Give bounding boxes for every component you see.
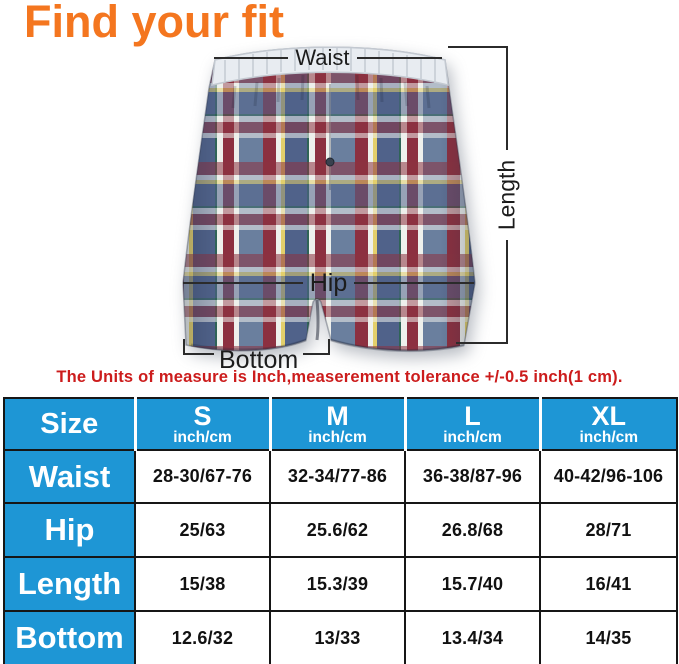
bottom-l-value: 13.4/34 <box>404 610 541 664</box>
units-note: The Units of measure is Inch,measerement… <box>56 368 623 386</box>
waist-l-value: 36-38/87-96 <box>404 449 541 504</box>
length-tick-top <box>448 46 508 48</box>
bottom-bracket-left <box>183 339 214 355</box>
bottom-xl-value: 14/35 <box>539 610 678 664</box>
row-label-bottom: Bottom <box>3 610 136 664</box>
length-line-upper <box>506 46 508 150</box>
bottom-label: Bottom <box>219 346 299 374</box>
fabric-gathers <box>231 74 431 109</box>
waist-label: Waist <box>295 45 350 70</box>
size-letter-xl: XL <box>591 400 626 431</box>
waist-s-value: 28-30/67-76 <box>134 449 271 504</box>
hip-label: Hip <box>309 268 348 297</box>
bottom-s-value: 12.6/32 <box>134 610 271 664</box>
hip-line-left <box>183 282 303 284</box>
waist-xl-value: 40-42/96-106 <box>539 449 678 504</box>
size-letter-l: L <box>464 400 481 431</box>
hip-xl-value: 28/71 <box>539 502 678 558</box>
boxer-shorts-image <box>182 46 476 353</box>
row-label-length: Length <box>3 556 136 612</box>
column-header-l: L inch/cm <box>403 397 541 451</box>
row-label-waist: Waist <box>3 449 136 504</box>
hip-l-value: 26.8/68 <box>404 502 541 558</box>
size-corner-header: Size <box>3 397 136 451</box>
column-header-s: S inch/cm <box>133 397 271 451</box>
bottom-annotation: Bottom <box>183 339 331 374</box>
waist-m-value: 32-34/77-86 <box>269 449 406 504</box>
length-tick-bottom <box>456 342 508 344</box>
button <box>325 157 335 167</box>
size-letter-m: M <box>326 400 349 431</box>
column-header-xl: XL inch/cm <box>538 397 678 451</box>
hip-s-value: 25/63 <box>134 502 271 558</box>
waist-annotation: Waist <box>214 45 442 71</box>
size-letter-s: S <box>193 400 212 431</box>
table-row-length: Length 15/38 15.3/39 15.7/40 16/41 <box>3 556 678 612</box>
hip-m-value: 25.6/62 <box>269 502 406 558</box>
waist-line-left <box>214 57 289 59</box>
length-m-value: 15.3/39 <box>269 556 406 612</box>
waistband <box>211 46 449 86</box>
length-s-value: 15/38 <box>134 556 271 612</box>
hip-annotation: Hip <box>183 268 475 298</box>
length-xl-value: 16/41 <box>539 556 678 612</box>
unit-label: inch/cm <box>579 429 639 447</box>
table-header-row: Size S inch/cm M inch/cm L inch/cm XL in… <box>3 397 678 451</box>
length-label: Length <box>493 159 520 231</box>
crotch-crease <box>315 299 320 341</box>
row-label-hip: Hip <box>3 502 136 558</box>
size-table: Size S inch/cm M inch/cm L inch/cm XL in… <box>3 397 678 664</box>
column-header-m: M inch/cm <box>268 397 406 451</box>
hip-line-right <box>354 282 475 284</box>
bottom-bracket-right <box>303 339 331 355</box>
unit-label: inch/cm <box>443 429 502 447</box>
waist-line-right <box>356 57 442 59</box>
table-row-bottom: Bottom 12.6/32 13/33 13.4/34 14/35 <box>3 610 678 664</box>
length-line-lower <box>506 240 508 344</box>
unit-label: inch/cm <box>173 429 232 447</box>
unit-label: inch/cm <box>308 429 367 447</box>
length-l-value: 15.7/40 <box>404 556 541 612</box>
bottom-m-value: 13/33 <box>269 610 406 664</box>
table-row-hip: Hip 25/63 25.6/62 26.8/68 28/71 <box>3 502 678 558</box>
table-row-waist: Waist 28-30/67-76 32-34/77-86 36-38/87-9… <box>3 449 678 504</box>
